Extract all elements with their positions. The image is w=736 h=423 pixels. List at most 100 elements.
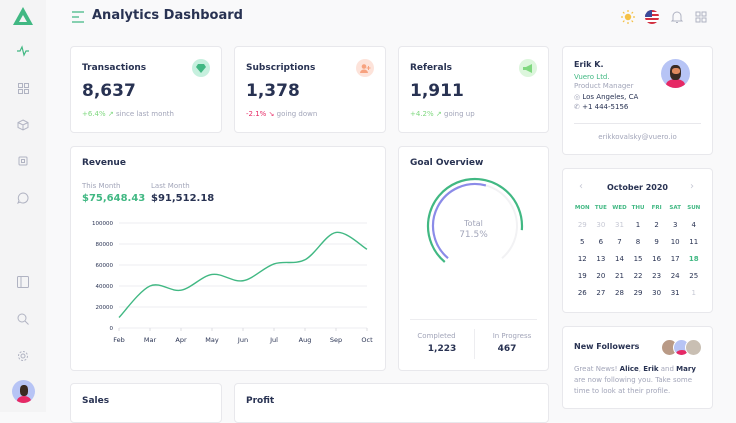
calendar-day[interactable]: 31 xyxy=(670,288,680,297)
calendar-day[interactable]: 25 xyxy=(689,271,699,280)
calendar-day[interactable]: 13 xyxy=(596,254,606,263)
prev-month-button[interactable]: ‹ xyxy=(579,181,583,192)
x-tick-label: May xyxy=(205,336,219,344)
in-progress-value: 467 xyxy=(497,344,517,354)
calendar-day[interactable]: 12 xyxy=(577,254,587,263)
calendar-day[interactable]: 9 xyxy=(654,237,659,246)
calendar-day[interactable]: 15 xyxy=(633,254,643,263)
divider xyxy=(410,319,537,320)
calendar-day[interactable]: 8 xyxy=(635,237,641,246)
calendar-day[interactable]: 20 xyxy=(596,271,606,280)
calendar-day[interactable]: 29 xyxy=(577,220,587,229)
calendar-day[interactable]: 3 xyxy=(672,220,678,229)
bell-icon[interactable] xyxy=(670,10,684,24)
calendar-day[interactable]: 1 xyxy=(635,220,641,229)
calendar-day[interactable]: 28 xyxy=(614,288,624,297)
stat-value: 8,637 xyxy=(82,81,136,101)
x-tick-label: Mar xyxy=(144,336,157,344)
goal-total-value: 71.5% xyxy=(459,230,488,240)
y-tick-label: 0 xyxy=(110,326,114,332)
megaphone-icon xyxy=(519,59,537,77)
diamond-icon xyxy=(192,59,210,77)
calendar-day[interactable]: 29 xyxy=(633,288,643,297)
calendar-day[interactable]: 1 xyxy=(691,288,696,297)
calendar-day[interactable]: 26 xyxy=(577,288,587,297)
apps-icon[interactable] xyxy=(694,10,708,24)
sidebar-panel-icon[interactable] xyxy=(14,273,32,291)
calendar-day[interactable]: 16 xyxy=(652,254,662,263)
trend-down-icon: ↘ xyxy=(268,110,275,118)
in-progress-label: In Progress xyxy=(492,332,532,340)
calendar-day[interactable]: 7 xyxy=(617,237,622,246)
card-title: Revenue xyxy=(82,158,126,168)
calendar-day[interactable]: 21 xyxy=(614,271,624,280)
profile-role: Product Manager xyxy=(574,82,634,90)
weekday-label: SUN xyxy=(687,204,701,211)
calendar-day[interactable]: 10 xyxy=(670,237,680,246)
weekday-label: MON xyxy=(574,204,590,211)
page-title: Analytics Dashboard xyxy=(92,8,243,23)
divider xyxy=(574,123,701,124)
followers-message: Great News! Alice, Erik and Mary are now… xyxy=(574,365,696,395)
goal-arc-progress xyxy=(431,182,487,260)
weekday-label: TUE xyxy=(594,204,607,211)
calendar-week: 26 27 28 29 30 31 1 xyxy=(573,284,703,301)
calendar-day[interactable]: 22 xyxy=(633,271,643,280)
calendar-day[interactable]: 30 xyxy=(652,288,662,297)
calendar-day[interactable]: 2 xyxy=(654,220,659,229)
logo[interactable] xyxy=(12,6,34,26)
calendar-week: 12 13 14 15 16 17 18 xyxy=(573,250,703,267)
settings-icon[interactable] xyxy=(14,347,32,365)
x-tick-label: Jul xyxy=(269,336,278,344)
follower-avatars xyxy=(661,339,703,357)
calendar-day[interactable]: 19 xyxy=(577,271,587,280)
trend-up-icon: ↗ xyxy=(435,110,442,118)
search-icon[interactable] xyxy=(14,310,32,328)
calendar-day[interactable]: 17 xyxy=(670,254,680,263)
calendar-day[interactable]: 5 xyxy=(580,237,585,246)
cpu-icon[interactable] xyxy=(14,152,32,170)
card-title: Goal Overview xyxy=(410,158,484,168)
calendar-day[interactable]: 11 xyxy=(689,237,699,246)
revenue-card: Revenue This Month $75,648.43 Last Month… xyxy=(70,146,386,371)
profile-avatar xyxy=(661,59,690,88)
divider xyxy=(474,329,475,359)
phone-icon: ✆ xyxy=(574,103,580,111)
profit-card: Profit xyxy=(234,383,549,423)
stat-change: +4.2% xyxy=(410,110,434,118)
calendar-day[interactable]: 30 xyxy=(596,220,606,229)
stat-change: -2.1% xyxy=(246,110,267,118)
profile-company[interactable]: Vuero Ltd. xyxy=(574,73,610,81)
activity-icon[interactable] xyxy=(14,42,32,60)
message-icon[interactable] xyxy=(14,189,32,207)
goal-arc-completed xyxy=(426,177,524,263)
y-tick-label: 20000 xyxy=(96,305,114,311)
calendar-day[interactable]: 23 xyxy=(652,271,662,280)
profile-email[interactable]: erikkovalsky@vuero.io xyxy=(598,133,677,141)
calendar-day[interactable]: 18 xyxy=(688,254,699,263)
calendar-day[interactable]: 4 xyxy=(691,220,696,229)
sales-card: Sales xyxy=(70,383,222,423)
calendar-day[interactable]: 27 xyxy=(596,288,606,297)
weekday-label: THU xyxy=(631,204,645,211)
calendar-day[interactable]: 14 xyxy=(614,254,624,263)
calendar-day[interactable]: 6 xyxy=(598,237,604,246)
goal-radial-chart xyxy=(426,177,524,263)
box-icon[interactable] xyxy=(14,116,32,134)
user-avatar[interactable] xyxy=(12,380,35,403)
next-month-button[interactable]: › xyxy=(690,181,694,192)
avatar-mary[interactable] xyxy=(685,339,702,356)
card-title: Transactions xyxy=(82,63,147,73)
grid-icon[interactable] xyxy=(14,79,32,97)
calendar-day[interactable]: 24 xyxy=(670,271,680,280)
x-tick-label: Sep xyxy=(330,336,342,344)
stat-note: since last month xyxy=(116,110,174,118)
us-flag-icon[interactable] xyxy=(645,10,659,24)
menu-toggle-icon[interactable] xyxy=(72,11,84,23)
stat-value: 1,378 xyxy=(246,81,300,101)
sun-icon[interactable] xyxy=(621,10,635,24)
calendar-day[interactable]: 31 xyxy=(614,220,624,229)
calendar-grid: MON TUE WED THU FRI SAT SUN 29 30 31 1 2 3 4 5 6 7 8 9 10 11… xyxy=(573,199,703,301)
this-month-value: $75,648.43 xyxy=(82,193,146,204)
card-title: Referals xyxy=(410,63,453,73)
